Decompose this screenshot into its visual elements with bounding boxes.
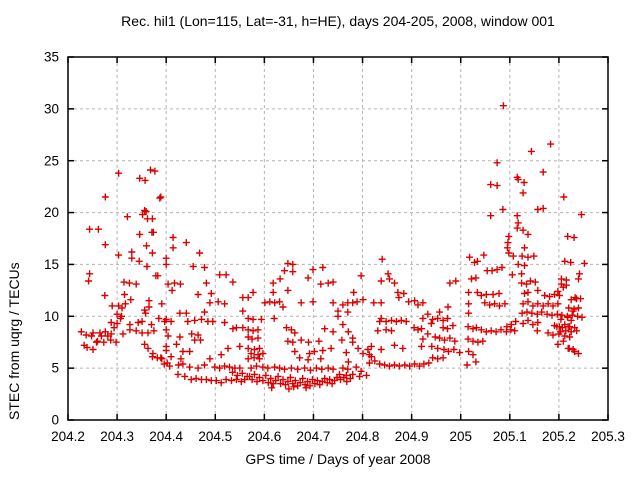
x-axis-label: GPS time / Days of year 2008 [245,451,431,467]
y-tick-label: 20 [44,205,59,220]
grid-lines [67,56,609,421]
x-tick-label: 204.7 [297,429,331,444]
y-tick-label: 15 [44,257,59,272]
axis-ticks [67,56,609,421]
x-tick-label: 204.6 [247,429,281,444]
x-tick-label: 205.1 [493,429,527,444]
y-tick-label: 5 [51,361,59,376]
y-tick-label: 10 [44,309,59,324]
x-tick-label: 204.4 [149,429,183,444]
y-tick-label: 25 [44,153,59,168]
x-tick-label: 204.8 [346,429,380,444]
y-tick-label: 35 [44,50,59,65]
y-tick-label: 0 [51,413,59,428]
chart-title: Rec. hil1 (Lon=115, Lat=-31, h=HE), days… [121,13,555,29]
x-tick-label: 205.2 [542,429,576,444]
x-tick-label: 205.3 [591,429,625,444]
x-tick-label: 204.3 [100,429,134,444]
plot-frame [67,56,609,421]
x-tick-label: 205 [449,429,472,444]
x-tick-label: 204.9 [395,429,429,444]
x-tick-label: 204.5 [198,429,232,444]
x-tick-label: 204.2 [51,429,85,444]
scatter-points [77,102,588,393]
y-tick-label: 30 [44,101,59,116]
tick-labels: 204.2 204.3 204.4 204.5 204.6 204.7 204.8 204.9… [44,50,625,444]
